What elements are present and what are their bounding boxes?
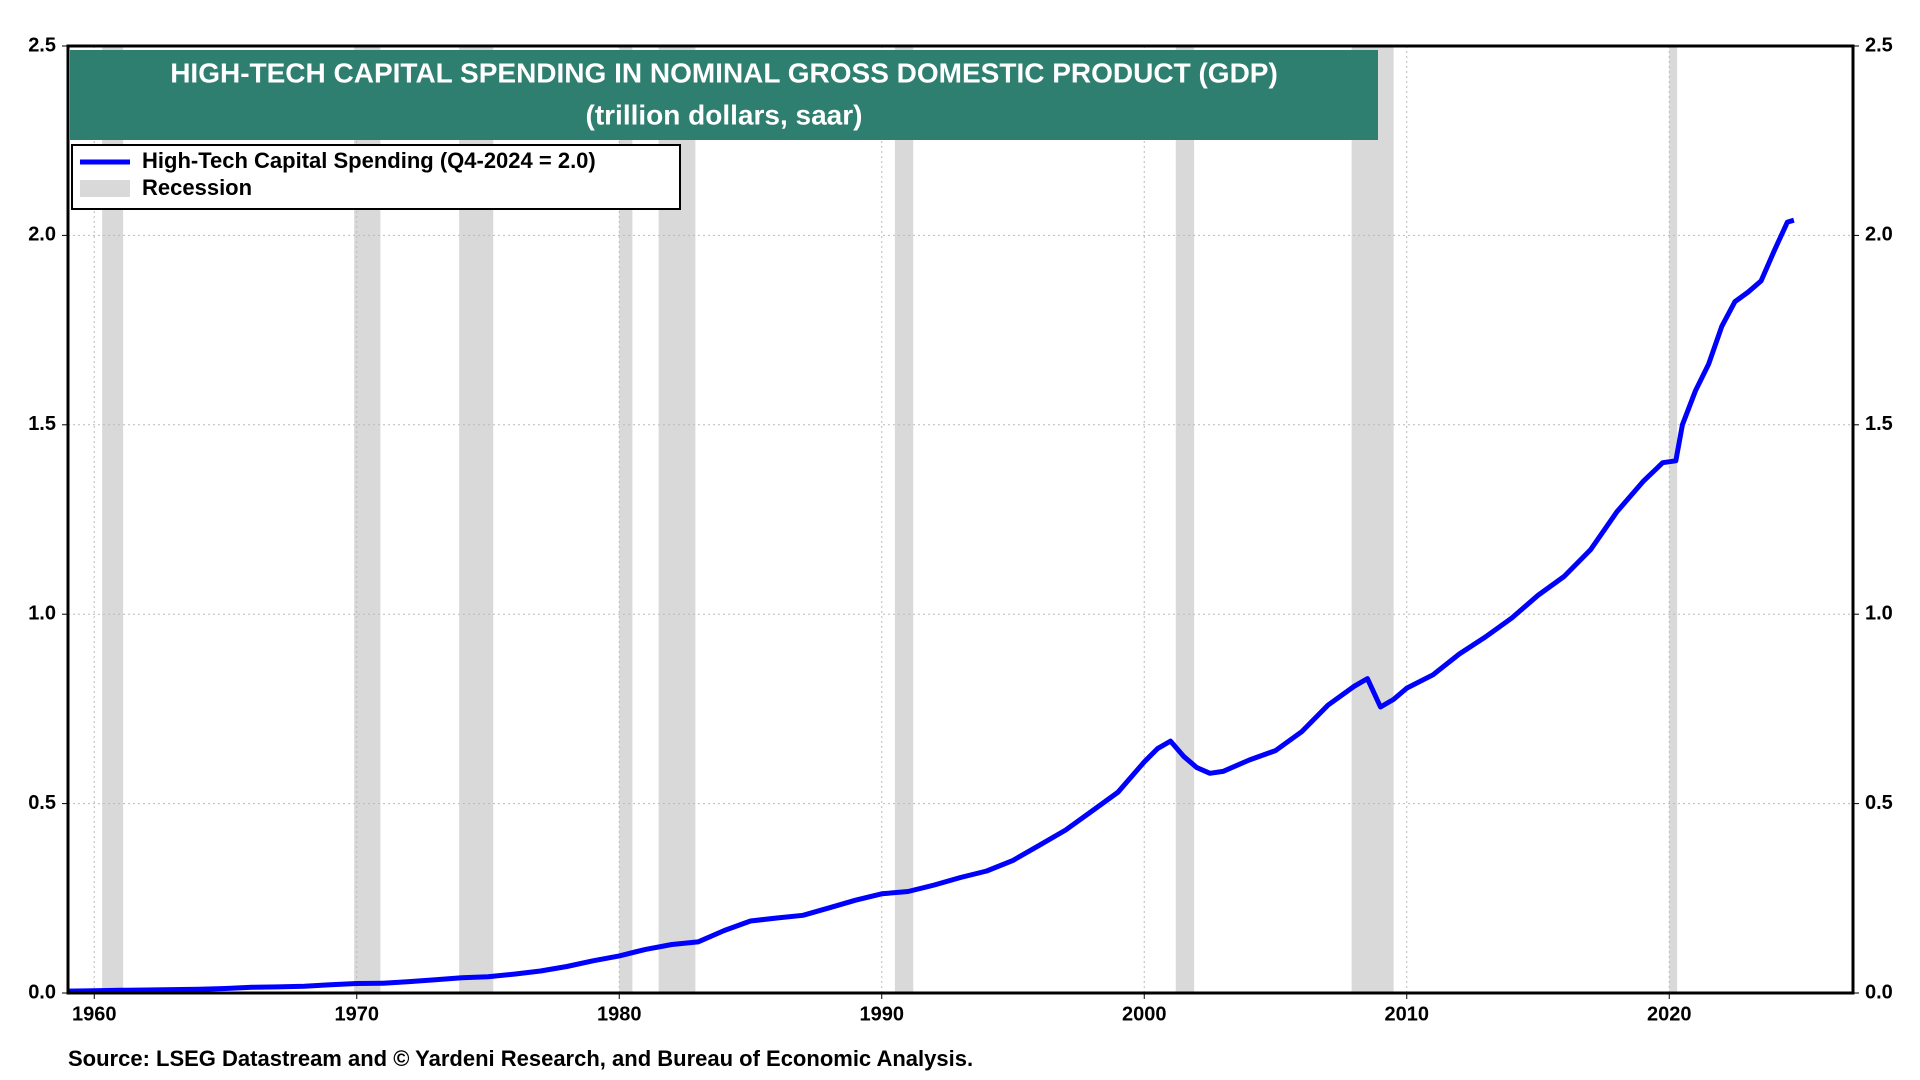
y-tick-label: 1.0	[28, 602, 56, 624]
y2-tick-label: 1.0	[1865, 602, 1893, 624]
recession-band	[894, 46, 914, 993]
y2-tick-label: 0.5	[1865, 792, 1893, 814]
y-tick-label: 1.5	[28, 413, 56, 435]
recession-band	[1175, 46, 1195, 993]
plot-frame	[66, 44, 1855, 995]
y-tick-label: 2.5	[28, 34, 56, 56]
chart-subtitle: (trillion dollars, saar)	[586, 99, 863, 130]
recession-band	[1669, 46, 1678, 993]
x-tick-label: 1980	[597, 1003, 642, 1025]
y2-tick-label: 2.5	[1865, 34, 1893, 56]
title-box	[70, 50, 1378, 140]
recession-band	[102, 46, 124, 993]
x-tick-label: 2000	[1122, 1003, 1167, 1025]
x-tick-label: 1970	[335, 1003, 380, 1025]
legend-swatch	[80, 180, 130, 197]
y2-tick-label: 0.0	[1865, 981, 1893, 1003]
recession-band	[1351, 46, 1394, 993]
source-note: Source: LSEG Datastream and © Yardeni Re…	[68, 1046, 973, 1071]
y2-tick-label: 2.0	[1865, 224, 1893, 246]
y-tick-label: 0.0	[28, 981, 56, 1003]
y2-tick-label: 1.5	[1865, 413, 1893, 435]
x-tick-label: 1960	[72, 1003, 117, 1025]
x-tick-label: 2010	[1385, 1003, 1430, 1025]
x-tick-label: 1990	[860, 1003, 905, 1025]
recession-band	[619, 46, 633, 993]
data-line	[67, 217, 1795, 994]
legend-label: Recession	[142, 175, 252, 200]
y-tick-label: 0.5	[28, 792, 56, 814]
legend-box	[71, 144, 681, 210]
x-tick-label: 2020	[1647, 1003, 1692, 1025]
legend-label: High-Tech Capital Spending (Q4-2024 = 2.…	[142, 148, 596, 173]
chart-title: HIGH-TECH CAPITAL SPENDING IN NOMINAL GR…	[170, 57, 1278, 88]
y-tick-label: 2.0	[28, 224, 56, 246]
